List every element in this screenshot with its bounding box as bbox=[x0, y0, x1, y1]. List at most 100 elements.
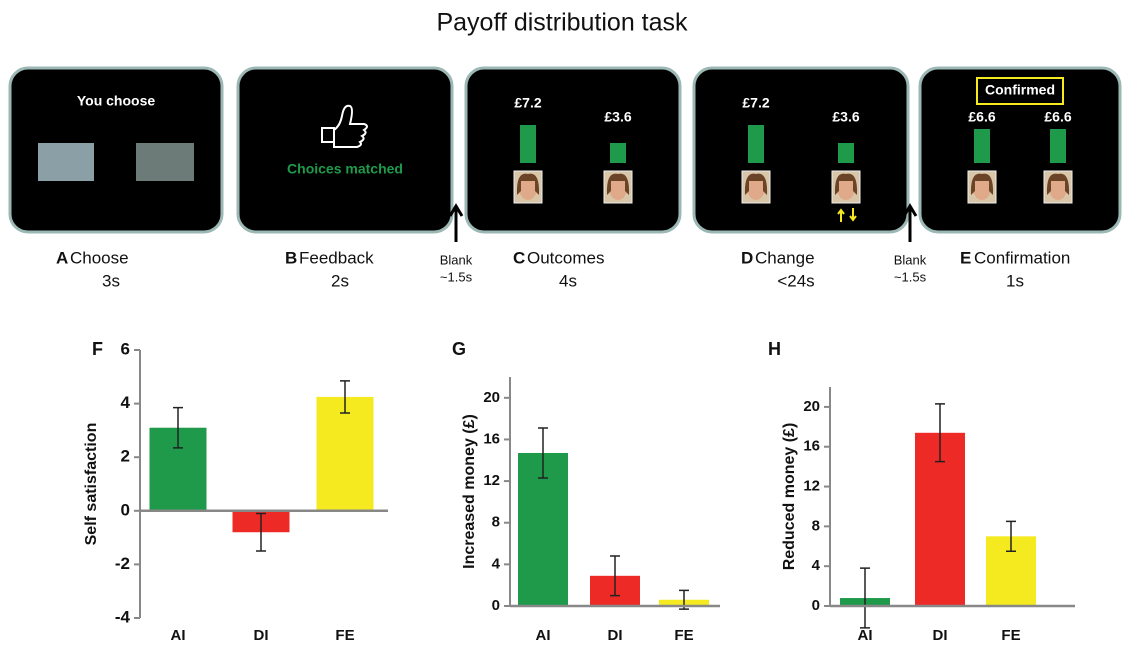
screen-name: Change bbox=[755, 248, 815, 267]
screen-bar bbox=[748, 125, 764, 163]
panel-label: F bbox=[92, 339, 103, 359]
hair bbox=[834, 173, 858, 195]
x-tick-label: AI bbox=[536, 627, 551, 644]
photo bbox=[38, 143, 94, 181]
screen-duration: 1s bbox=[1006, 271, 1024, 290]
y-axis-label: Self satisfaction bbox=[83, 423, 100, 546]
x-tick-label: FE bbox=[1001, 627, 1020, 644]
screen-duration: <24s bbox=[777, 271, 814, 290]
screen-bar bbox=[1050, 129, 1066, 163]
screen-amount: £3.6 bbox=[832, 109, 859, 125]
error-bar bbox=[340, 380, 350, 414]
screen-amount: £3.6 bbox=[604, 109, 631, 125]
hair bbox=[744, 173, 768, 195]
hair bbox=[516, 173, 540, 195]
arrows bbox=[837, 208, 857, 222]
face bbox=[837, 176, 855, 200]
screen-text: You choose bbox=[77, 93, 156, 109]
face bbox=[973, 176, 991, 200]
y-tick-label: 0 bbox=[121, 500, 130, 519]
screen-name: Confirmation bbox=[974, 248, 1070, 267]
screen-letter: D bbox=[741, 248, 753, 267]
screen bbox=[8, 66, 224, 234]
hair bbox=[1046, 173, 1070, 195]
blank-arrow bbox=[902, 203, 918, 242]
error-bar bbox=[935, 403, 945, 463]
y-tick-label: -2 bbox=[115, 554, 130, 573]
x-tick-label: FE bbox=[674, 627, 693, 644]
error-bar bbox=[173, 406, 183, 449]
screen-bar bbox=[610, 143, 626, 163]
thumbs-up bbox=[321, 104, 368, 148]
error-bar bbox=[860, 567, 870, 629]
blank-arrow bbox=[448, 203, 464, 242]
screen-amount: £7.2 bbox=[742, 95, 769, 111]
x-tick-label: AI bbox=[171, 627, 186, 644]
hair bbox=[970, 173, 994, 195]
screen-letter: B bbox=[285, 248, 297, 267]
confirm-box bbox=[976, 77, 1064, 105]
error-bar bbox=[538, 427, 548, 479]
screen bbox=[692, 66, 910, 234]
y-tick-label: 12 bbox=[483, 472, 500, 489]
y-tick-label: 20 bbox=[483, 389, 500, 406]
face bbox=[747, 176, 765, 200]
y-tick-label: 16 bbox=[803, 438, 820, 455]
x-tick-label: AI bbox=[858, 627, 873, 644]
screen-letter: E bbox=[960, 248, 971, 267]
screen-duration: 3s bbox=[102, 271, 120, 290]
blank-label: Blank bbox=[894, 252, 927, 267]
screen-text: Choices matched bbox=[287, 161, 403, 177]
y-tick-label: 4 bbox=[492, 555, 501, 572]
y-tick-label: -4 bbox=[115, 607, 131, 626]
screen-letter: C bbox=[513, 248, 525, 267]
x-tick-label: DI bbox=[608, 627, 623, 644]
face bbox=[1049, 176, 1067, 200]
error-bar bbox=[256, 512, 266, 552]
screen bbox=[236, 66, 454, 234]
y-tick-label: 12 bbox=[803, 478, 820, 495]
screen-letter: A bbox=[56, 248, 68, 267]
screen-bar bbox=[974, 129, 990, 163]
screen-text: Confirmed bbox=[985, 82, 1055, 98]
y-tick-label: 8 bbox=[812, 517, 820, 534]
y-tick-label: 0 bbox=[492, 597, 500, 614]
error-bar bbox=[610, 555, 620, 597]
x-tick-label: DI bbox=[254, 627, 269, 644]
blank-duration: ~1.5s bbox=[440, 269, 473, 284]
y-tick-label: 20 bbox=[803, 398, 820, 415]
face bbox=[519, 176, 537, 200]
error-bar bbox=[1006, 520, 1016, 552]
x-tick-label: FE bbox=[335, 627, 354, 644]
screen-bar bbox=[520, 125, 536, 163]
blank-label: Blank bbox=[440, 252, 473, 267]
x-tick-label: DI bbox=[933, 627, 948, 644]
photo bbox=[136, 143, 194, 181]
screen-duration: 2s bbox=[331, 271, 349, 290]
panel-label: G bbox=[452, 339, 466, 359]
screen-duration: 4s bbox=[559, 271, 577, 290]
screen bbox=[464, 66, 682, 234]
screen-amount: £6.6 bbox=[968, 109, 995, 125]
y-tick-label: 0 bbox=[812, 597, 820, 614]
y-tick-label: 4 bbox=[812, 557, 821, 574]
face bbox=[609, 176, 627, 200]
screen-amount: £6.6 bbox=[1044, 109, 1071, 125]
screen-name: Feedback bbox=[299, 248, 374, 267]
y-axis-label: Reduced money (£) bbox=[781, 423, 798, 571]
panel-label: H bbox=[768, 339, 781, 359]
y-tick-label: 16 bbox=[483, 430, 500, 447]
y-tick-label: 2 bbox=[121, 447, 130, 466]
hair bbox=[606, 173, 630, 195]
y-tick-label: 6 bbox=[121, 339, 130, 358]
y-tick-label: 8 bbox=[492, 514, 500, 531]
figure-title: Payoff distribution task bbox=[436, 9, 688, 37]
y-axis-label: Increased money (£) bbox=[461, 414, 478, 569]
bar bbox=[316, 396, 374, 511]
blank-duration: ~1.5s bbox=[894, 269, 927, 284]
screen-name: Choose bbox=[70, 248, 129, 267]
y-tick-label: 4 bbox=[121, 393, 131, 412]
screen-name: Outcomes bbox=[527, 248, 604, 267]
screen-bar bbox=[838, 143, 854, 163]
